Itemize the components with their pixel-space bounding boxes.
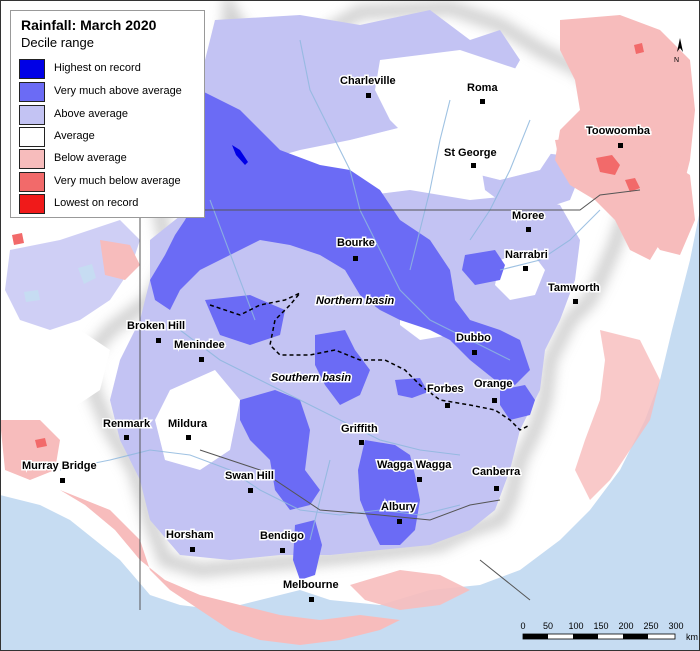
town-dubbo: Dubbo — [455, 331, 493, 355]
legend-swatch — [19, 149, 45, 169]
town-toowoomba: Toowoomba — [585, 124, 652, 148]
north-arrow-icon — [677, 38, 683, 52]
legend-swatch — [19, 105, 45, 125]
town-renmark: Renmark — [102, 417, 152, 440]
scale-tick: 50 — [543, 621, 553, 631]
legend-item-highest: Highest on record — [19, 59, 204, 79]
legend-item-average: Average — [19, 127, 204, 147]
town-mildura: Mildura — [167, 417, 209, 440]
svg-text:Murray Bridge: Murray Bridge — [22, 460, 97, 472]
rivers — [59, 39, 601, 541]
legend-label: Very much above average — [54, 85, 182, 97]
legend-item-very-much-above: Very much above average — [19, 82, 204, 102]
town-horsham: Horsham — [165, 528, 215, 552]
svg-text:Swan Hill: Swan Hill — [225, 470, 274, 482]
legend-item-below: Below average — [19, 149, 204, 169]
basin-divide — [209, 292, 531, 431]
legend-item-above: Above average — [19, 105, 204, 125]
town-canberra: Canberra — [471, 465, 523, 491]
legend-label: Below average — [54, 152, 127, 164]
legend-title: Rainfall: March 2020 — [21, 17, 157, 33]
svg-text:Narrabri: Narrabri — [505, 249, 548, 261]
highest-on-record-area — [232, 145, 248, 165]
town-charleville: Charleville — [339, 74, 397, 98]
town-albury: Albury — [380, 500, 418, 524]
very-much-below-average-areas — [12, 43, 644, 448]
svg-text:Menindee: Menindee — [174, 339, 225, 351]
north-arrow: N — [674, 38, 683, 64]
town-bourke: Bourke — [336, 236, 376, 261]
below-average-areas — [0, 15, 695, 645]
town-st-george: St George — [443, 146, 498, 168]
scale-unit: km — [686, 632, 698, 642]
svg-text:Griffith: Griffith — [341, 423, 378, 435]
svg-text:Dubbo: Dubbo — [456, 332, 491, 344]
svg-text:Mildura: Mildura — [168, 418, 208, 430]
north-label: N — [674, 57, 679, 64]
legend-label: Above average — [54, 108, 128, 120]
svg-text:Melbourne: Melbourne — [283, 579, 339, 591]
legend-item-lowest: Lowest on record — [19, 194, 204, 214]
legend-label: Lowest on record — [54, 197, 139, 209]
legend-item-very-much-below: Very much below average — [19, 172, 204, 192]
svg-text:Forbes: Forbes — [427, 383, 464, 395]
scale-tick: 100 — [568, 621, 583, 631]
basin-shadow — [77, 0, 648, 578]
svg-text:Orange: Orange — [474, 378, 513, 390]
svg-text:Horsham: Horsham — [166, 529, 214, 541]
town-moree: Moree — [511, 209, 546, 232]
town-murray-bridge: Murray Bridge — [21, 459, 98, 483]
town-melbourne: Melbourne — [282, 578, 340, 602]
town-tamworth: Tamworth — [547, 281, 602, 304]
legend-label: Very much below average — [54, 175, 181, 187]
scale-tick: 200 — [618, 621, 633, 631]
svg-text:Bendigo: Bendigo — [260, 530, 304, 542]
svg-text:Bourke: Bourke — [337, 237, 375, 249]
scale-tick: 150 — [593, 621, 608, 631]
svg-text:Albury: Albury — [381, 501, 417, 513]
town-forbes: Forbes — [426, 382, 465, 408]
scale-bar: 0 50 100 150 200 250 300 km — [520, 621, 698, 642]
town-griffith: Griffith — [340, 422, 379, 445]
legend-label: Average — [54, 130, 95, 142]
svg-text:Roma: Roma — [467, 82, 498, 94]
svg-text:Charleville: Charleville — [340, 75, 396, 87]
state-borders — [139, 189, 641, 610]
town-narrabri: Narrabri — [504, 248, 549, 271]
legend-subtitle: Decile range — [21, 35, 94, 50]
scale-tick: 0 — [520, 621, 525, 631]
svg-text:St George: St George — [444, 147, 497, 159]
town-swan-hill: Swan Hill — [224, 469, 275, 493]
svg-text:Tamworth: Tamworth — [548, 282, 600, 294]
legend-swatch — [19, 127, 45, 147]
town-menindee: Menindee — [173, 338, 226, 362]
scale-tick: 300 — [668, 621, 683, 631]
legend-swatch — [19, 82, 45, 102]
southern-basin-label: Southern basin — [271, 372, 351, 384]
svg-text:Wagga Wagga: Wagga Wagga — [377, 459, 452, 471]
legend-label: Highest on record — [54, 62, 141, 74]
towns: Charleville Roma Toowoomba St George Mor… — [21, 74, 652, 602]
lakes — [24, 264, 96, 302]
svg-text:Broken Hill: Broken Hill — [127, 320, 185, 332]
legend-swatch — [19, 59, 45, 79]
town-roma: Roma — [466, 81, 500, 104]
legend-swatch — [19, 194, 45, 214]
svg-text:Moree: Moree — [512, 210, 544, 222]
svg-text:Renmark: Renmark — [103, 418, 151, 430]
northern-basin-label: Northern basin — [316, 295, 395, 307]
svg-text:Canberra: Canberra — [472, 466, 521, 478]
town-wagga-wagga: Wagga Wagga — [376, 458, 454, 482]
svg-text:Toowoomba: Toowoomba — [586, 125, 651, 137]
town-orange: Orange — [473, 377, 514, 403]
scale-tick: 250 — [643, 621, 658, 631]
town-bendigo: Bendigo — [259, 529, 306, 553]
legend-swatch — [19, 172, 45, 192]
town-broken-hill: Broken Hill — [126, 319, 187, 343]
legend: Rainfall: March 2020 Decile range Highes… — [10, 10, 205, 218]
